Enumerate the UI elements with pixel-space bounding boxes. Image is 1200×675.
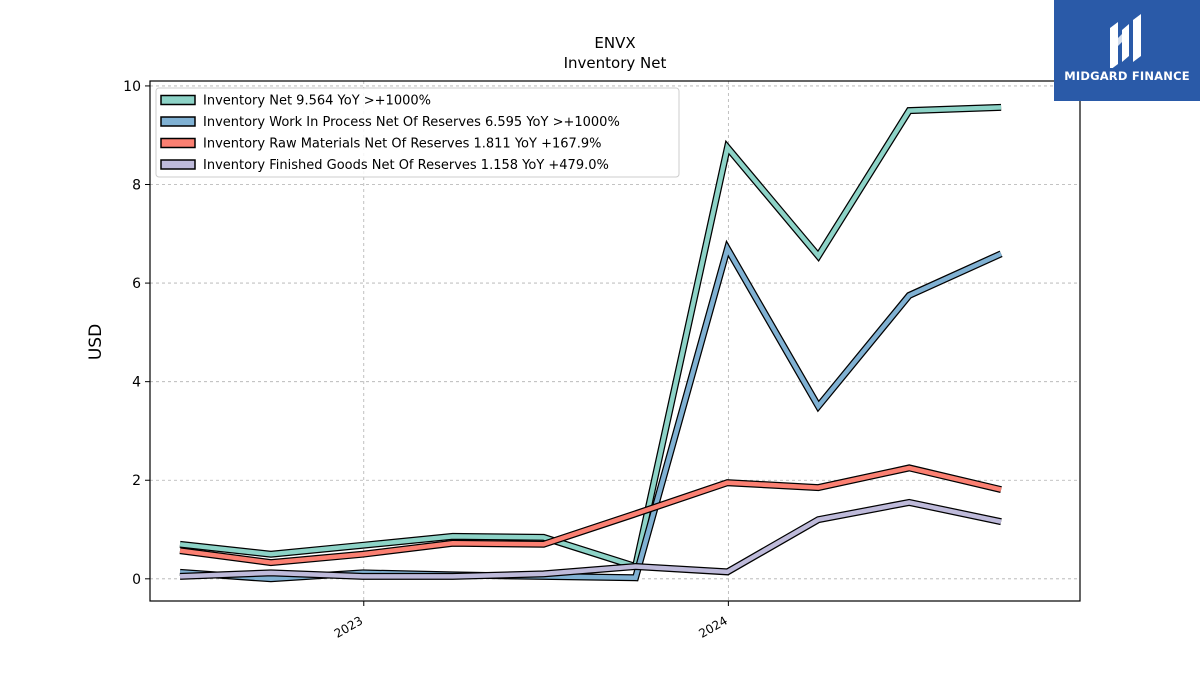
x-axis-ticks: 2023 2024 — [332, 601, 730, 641]
brand-name: MIDGARD FINANCE — [1064, 69, 1190, 83]
y-axis-ticks: 0 2 4 6 8 10 — [123, 79, 150, 588]
legend-entry: Inventory Raw Materials Net Of Reserves … — [203, 137, 602, 152]
y-axis-label: USD — [86, 324, 106, 360]
series-line — [179, 105, 1002, 570]
x-tick-label: 2024 — [696, 613, 729, 640]
grid-lines — [150, 81, 1080, 601]
legend-swatch — [160, 116, 196, 127]
chart-title: ENVX — [594, 34, 635, 52]
legend: Inventory Net 9.564 YoY >+1000% Inventory… — [155, 87, 680, 178]
y-tick-label: 10 — [123, 79, 141, 95]
plot-frame — [149, 80, 1081, 602]
legend-swatch — [160, 159, 196, 170]
series-outline — [179, 498, 1002, 580]
legend-box — [155, 87, 680, 178]
y-tick-label: 2 — [132, 473, 141, 489]
midgard-m-logo-icon — [1110, 14, 1141, 68]
y-tick-label: 4 — [132, 375, 141, 391]
x-tick-label: 2023 — [332, 613, 365, 640]
legend-entry: Inventory Work In Process Net Of Reserve… — [203, 115, 620, 130]
brand-logo: MIDGARD FINANCE — [1054, 0, 1200, 101]
series-line — [179, 465, 1002, 565]
y-tick-label: 0 — [132, 572, 141, 588]
legend-swatch — [160, 94, 196, 106]
legend-entry: Inventory Finished Goods Net Of Reserves… — [203, 158, 609, 173]
chart-subtitle: Inventory Net — [564, 54, 667, 72]
series-line — [179, 500, 1002, 579]
legend-entry: Inventory Net 9.564 YoY >+1000% — [203, 94, 431, 109]
y-tick-label: 6 — [132, 276, 141, 292]
legend-swatch — [160, 137, 196, 149]
series-lines — [179, 103, 1003, 583]
y-tick-label: 8 — [132, 178, 141, 194]
